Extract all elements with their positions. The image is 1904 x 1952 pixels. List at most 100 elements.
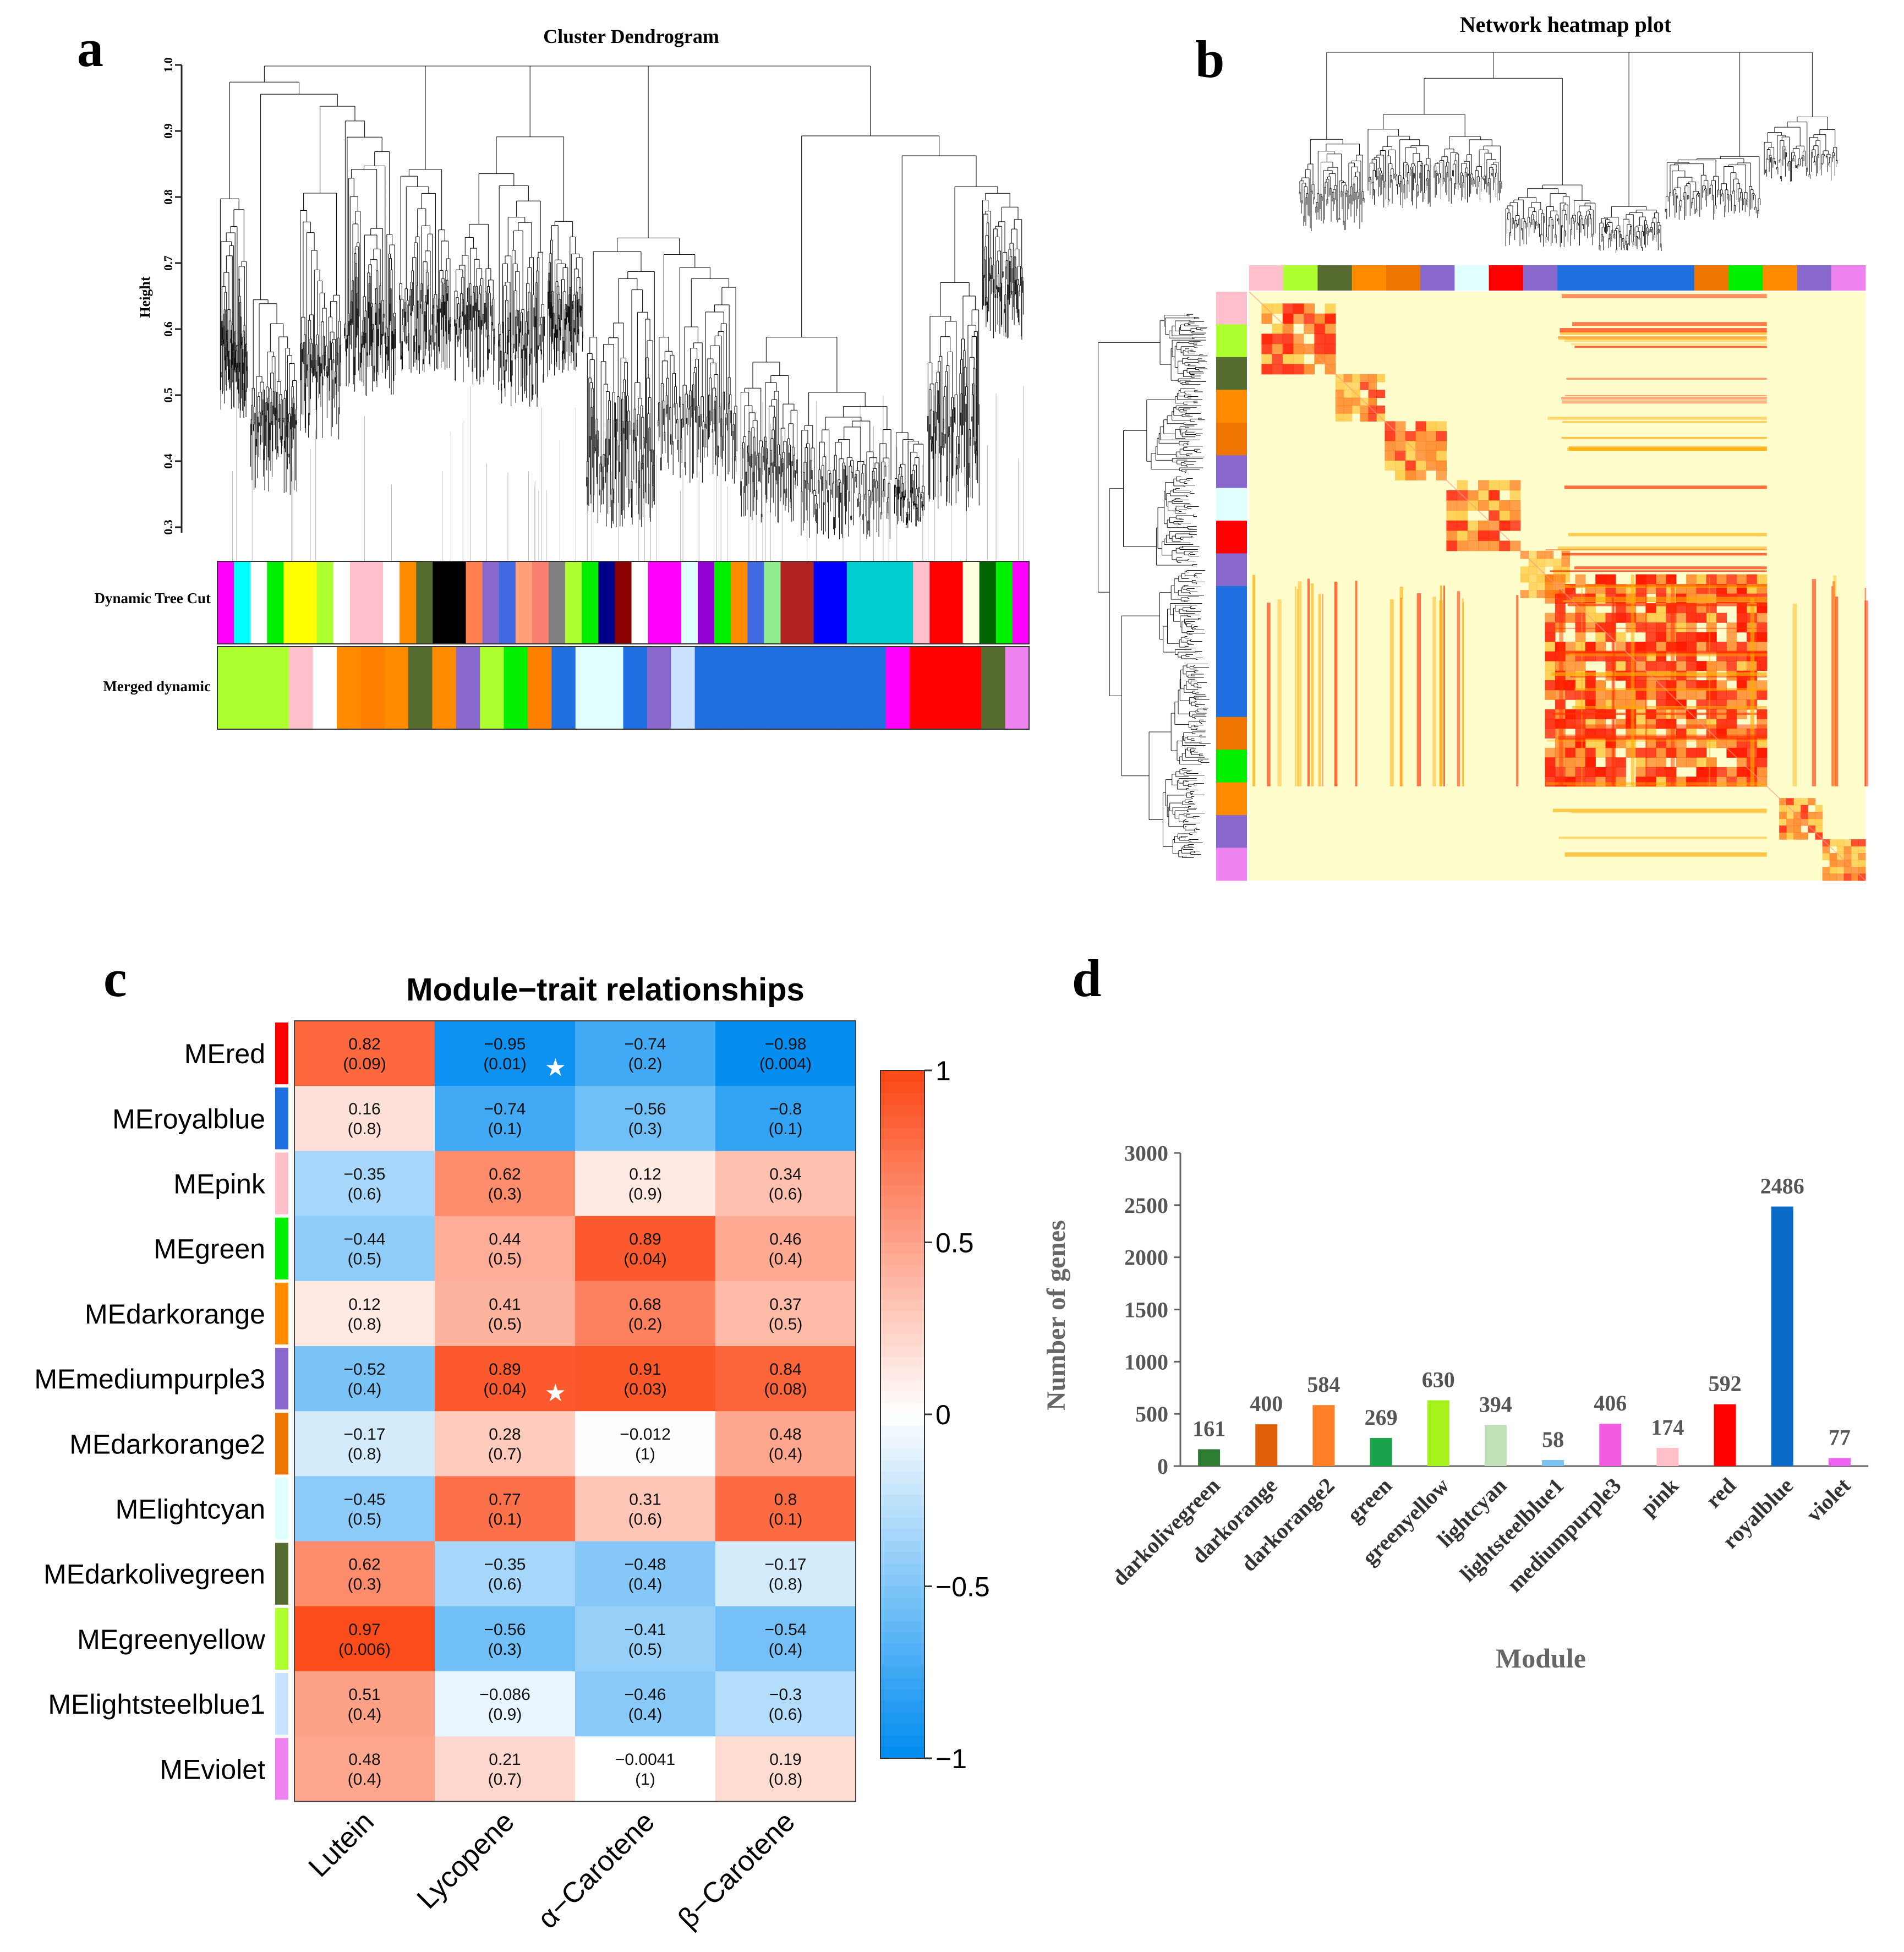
merged-dynamic-colorbar [217,646,1030,730]
heatmap-streak [1546,782,1767,785]
heatmap-cell [1509,500,1521,511]
heatmap-cell [1736,622,1747,633]
left-module-segment [1216,684,1247,718]
dynamic-tree-cut-segment [549,561,566,644]
dynamic-tree-cut-segment [714,561,731,644]
heatmap-cell [1467,531,1479,542]
p-value: (0.004) [759,1055,812,1073]
bar [1198,1449,1221,1466]
heatmap-cell [1801,812,1809,819]
heatmap-cell [1747,574,1758,584]
heatmap-cell [1858,846,1866,854]
merged-dynamic-segment [456,647,480,729]
correlation-value: 0.19 [769,1751,801,1769]
heatmap-cell [1696,777,1707,787]
bar [1312,1405,1335,1466]
heatmap-cell [1779,812,1787,819]
module-label: MEgreen [154,1234,265,1265]
p-value: (0.3) [488,1641,522,1659]
heatmap-cell [1509,520,1521,531]
p-value: (0.7) [488,1445,522,1463]
heatmap-cell [294,1541,435,1607]
heatmap-cell [1706,613,1717,623]
top-module-segment [1557,265,1592,291]
heatmap-cell [294,1736,435,1802]
correlation-value: −0.35 [484,1556,526,1574]
heatmap-cell [294,1151,435,1217]
heatmap-streak [1432,597,1436,786]
heatmap-cell [1325,333,1336,345]
heatmap-cell [1595,574,1606,584]
heatmap-cell [1786,798,1794,806]
heatmap-cell [1736,738,1747,748]
heatmap-cell [1555,738,1566,748]
module-label: MEroyalblue [112,1103,265,1134]
heatmap-cell [1686,632,1697,642]
module-color-chip [275,1413,288,1475]
left-module-segment [1216,717,1247,750]
panel-d-letter: d [1072,949,1101,1008]
correlation-value: 0.41 [489,1295,521,1314]
module-label: MEgreenyellow [77,1624,266,1655]
heatmap-cell [1528,566,1538,575]
y-tick-label: 500 [1135,1402,1168,1426]
heatmap-cell [1686,747,1697,758]
heatmap-cell [1676,747,1687,758]
heatmap-cell [1489,500,1500,511]
heatmap-cell [1615,757,1626,768]
dynamic-tree-cut-segment [400,561,417,644]
heatmap-cell [1555,661,1566,671]
colorbar-step [880,1116,924,1128]
bar [1427,1400,1449,1466]
correlation-value: 0.28 [489,1425,521,1444]
heatmap-cell [1545,613,1556,623]
colorbar-step [880,1311,924,1323]
heatmap-streak [1571,812,1767,813]
heatmap-cell [1676,661,1687,671]
p-value: (0.09) [343,1055,386,1073]
heatmap-streak [1547,739,1767,742]
correlation-value: 0.82 [348,1035,380,1053]
heatmap-cell [1293,354,1304,365]
heatmap-cell [1282,354,1294,365]
colorbar-tick-label: −0.5 [935,1572,990,1603]
heatmap-cell [1446,510,1458,521]
heatmap-cell [1645,642,1656,652]
heatmap-streak [1833,575,1837,786]
trait-label: β−Carotene [672,1806,801,1935]
heatmap-cell [1545,593,1556,604]
heatmap-cell [1545,680,1556,691]
heatmap-top-module-colorbar [1249,265,1866,291]
heatmap-streak [1832,581,1835,786]
height-axis-label: Height [137,276,153,318]
dynamic-tree-cut-segment [316,561,334,644]
module-label: MEpink [173,1169,266,1200]
heatmap-cell [1595,680,1606,691]
heatmap-cell [1779,818,1787,826]
heatmap-cell [1615,651,1626,661]
heatmap-cell [1726,767,1737,777]
p-value: (0.7) [488,1770,522,1789]
merged-dynamic-segment [838,647,862,729]
colorbar-step [880,1277,924,1289]
heatmap-cell [1706,767,1717,777]
correlation-value: −0.56 [625,1100,666,1118]
heatmap-streak [1612,602,1616,786]
merged-dynamic-segment [671,647,696,729]
p-value: (0.04) [623,1250,666,1268]
heatmap-cell [1282,333,1294,345]
heatmap-cell [1385,431,1396,441]
heatmap-streak [1277,599,1282,786]
colorbar-tick-label: 1 [935,1056,951,1086]
heatmap-cell [1575,719,1586,729]
correlation-value: −0.17 [344,1425,386,1444]
heatmap-cell [294,1216,435,1282]
heatmap-cell [1843,867,1852,874]
heatmap-streak [1564,485,1767,489]
merged-dynamic-segment [933,647,958,729]
heatmap-cell [1436,441,1447,451]
bar-value-label: 584 [1307,1372,1340,1397]
correlation-value: 0.46 [769,1231,801,1249]
p-value: (0.4) [628,1576,663,1594]
heatmap-cell [1793,805,1801,812]
